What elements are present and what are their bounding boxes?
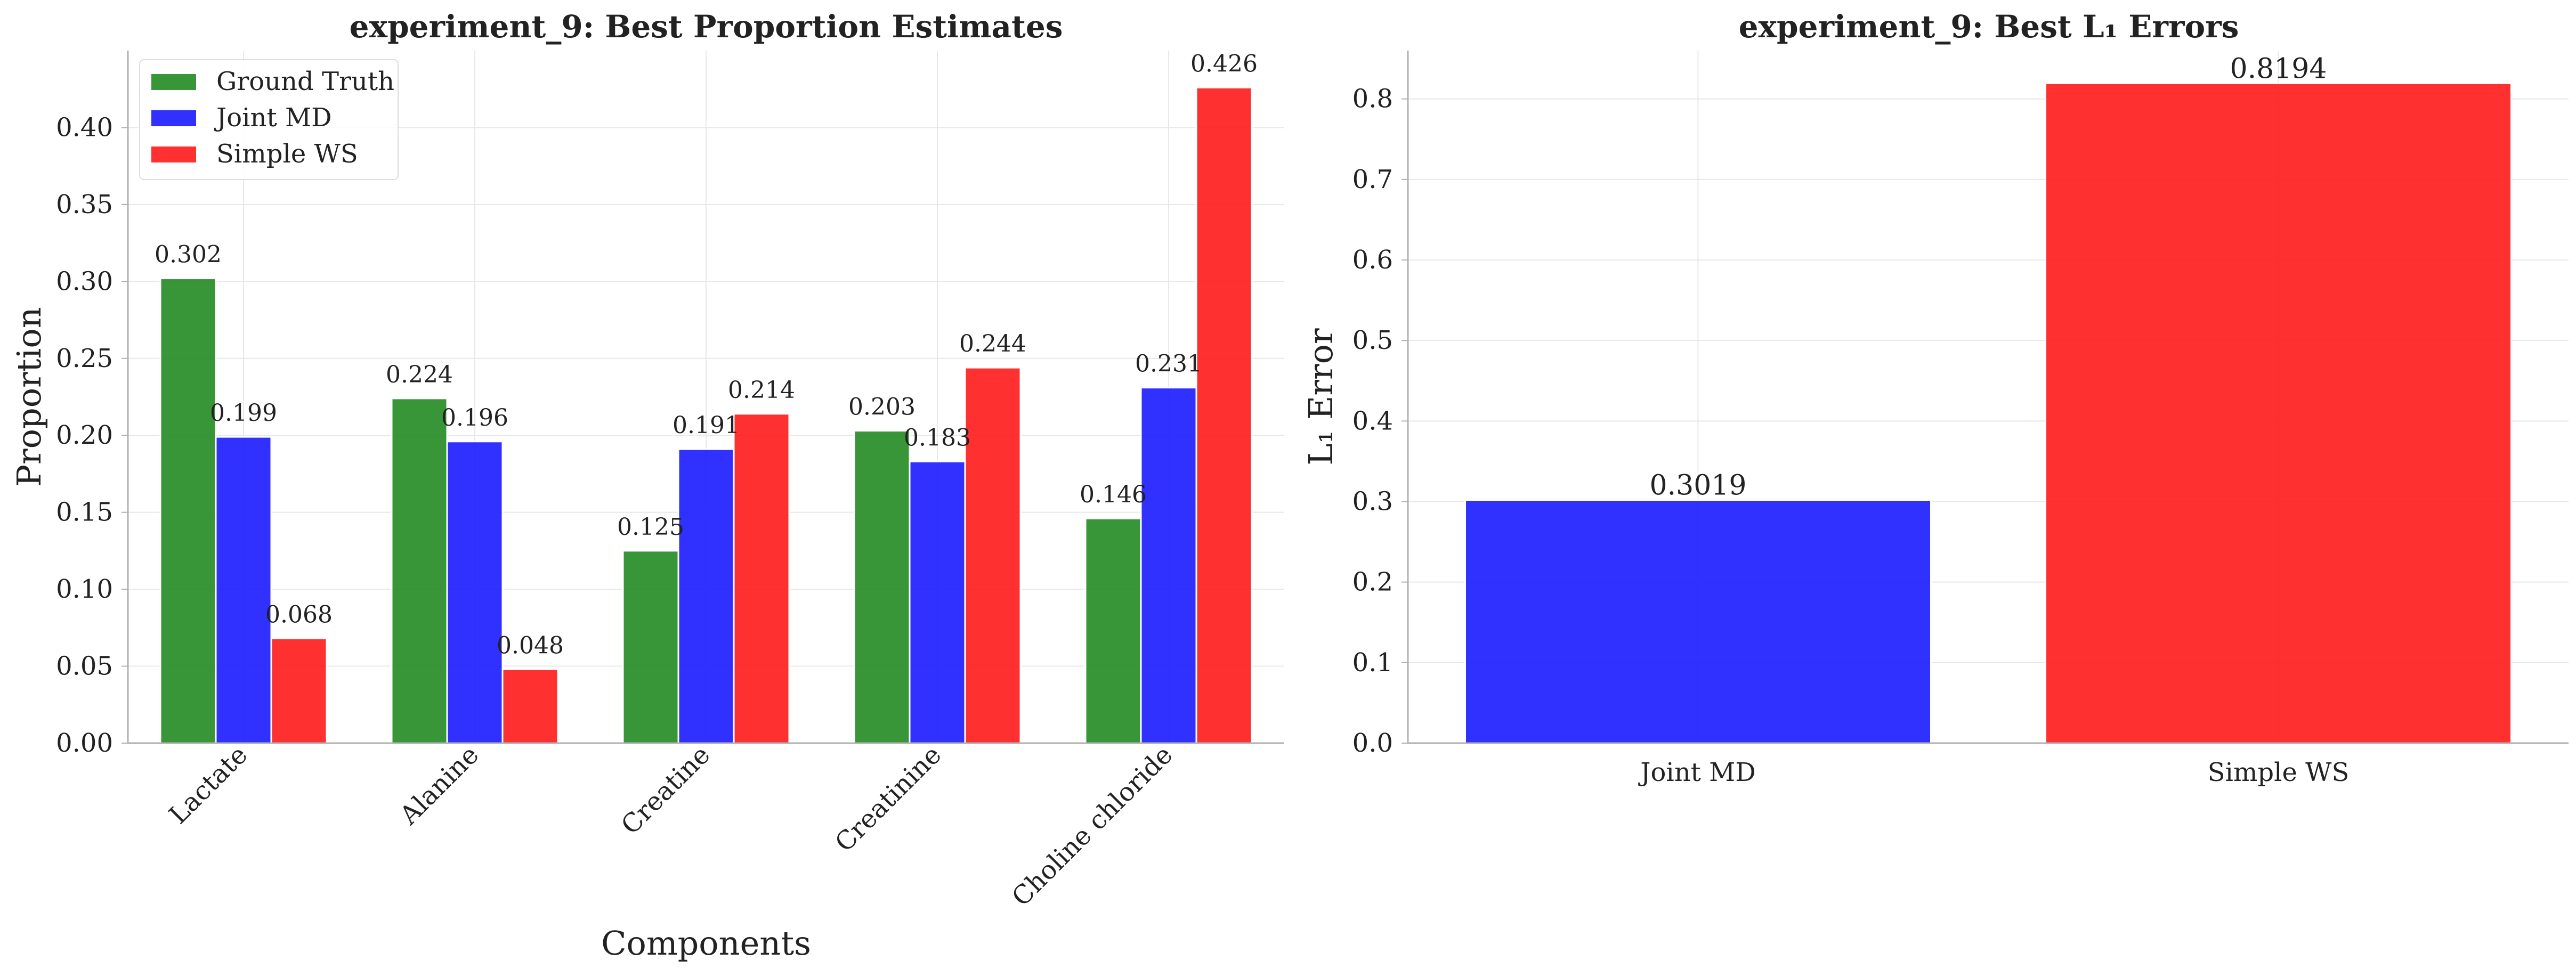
proportion-y-tick-label: 0.00 bbox=[56, 728, 113, 758]
bar-label-simple-ws-alanine: 0.048 bbox=[497, 632, 564, 659]
bar-label-simple-ws-creatinine: 0.244 bbox=[959, 330, 1026, 357]
l1-error-y-tick-label: 0.5 bbox=[1352, 325, 1393, 355]
proportion-y-tick-label: 0.40 bbox=[56, 112, 113, 142]
bar-joint-md-creatinine bbox=[909, 460, 966, 744]
l1-error-y-axis-label: L₁ Error bbox=[1301, 328, 1340, 466]
l1-error-y-ticks: 0.0 0.1 0.2 0.3 0.4 0.5 0.6 0.7 0.8 bbox=[1352, 84, 1408, 758]
proportion-x-axis-label: Components bbox=[601, 924, 811, 963]
l1-error-y-tick-label: 0.8 bbox=[1352, 84, 1393, 114]
bar-label-simple-ws-lactate: 0.068 bbox=[265, 601, 333, 629]
l1-error-y-tick-label: 0.6 bbox=[1352, 245, 1393, 275]
l1-error-x-tick-label-simple-ws: Simple WS bbox=[2208, 758, 2350, 787]
proportion-y-tick-label: 0.35 bbox=[56, 190, 113, 219]
l1-error-y-tick-label: 0.0 bbox=[1352, 728, 1393, 758]
proportion-y-tick-label: 0.10 bbox=[56, 574, 113, 604]
proportion-y-tick-label: 0.30 bbox=[56, 266, 113, 296]
bar-label-ground-truth-choline-chloride: 0.146 bbox=[1080, 481, 1147, 508]
l1-error-bar-label-simple-ws: 0.8194 bbox=[2230, 53, 2327, 85]
l1-error-y-tick-label: 0.4 bbox=[1352, 406, 1393, 436]
bar-label-ground-truth-creatinine: 0.203 bbox=[848, 394, 916, 421]
bar-ground-truth-choline-chloride bbox=[1084, 517, 1142, 744]
legend-swatch-simple-ws bbox=[151, 146, 196, 162]
bar-label-joint-md-lactate: 0.199 bbox=[210, 400, 277, 427]
l1-error-y-tick-label: 0.2 bbox=[1352, 567, 1393, 597]
proportion-bar-labels: 0.302 0.224 0.125 0.203 0.146 0.199 0.196 0.191… bbox=[155, 50, 1258, 659]
l1-error-y-tick-label: 0.3 bbox=[1352, 487, 1393, 517]
proportion-y-ticks: 0.00 0.05 0.10 0.15 0.20 0.25 0.30 0.35 0.40 bbox=[56, 112, 128, 758]
bar-label-simple-ws-choline-chloride: 0.426 bbox=[1190, 50, 1258, 77]
bar-joint-md-creatine bbox=[677, 448, 735, 744]
l1-error-bar-labels: 0.3019 0.8194 bbox=[1650, 53, 2327, 501]
proportion-y-tick-label: 0.15 bbox=[56, 498, 113, 527]
bar-label-joint-md-choline-chloride: 0.231 bbox=[1135, 351, 1202, 378]
l1-error-bar-joint-md bbox=[1464, 499, 1932, 744]
proportion-y-tick-label: 0.05 bbox=[56, 652, 113, 681]
l1-error-y-tick-label: 0.1 bbox=[1352, 648, 1393, 678]
l1-error-x-ticks: Joint MD Simple WS bbox=[1638, 758, 2349, 787]
bar-simple-ws-alanine bbox=[501, 668, 559, 744]
legend-label-simple-ws: Simple WS bbox=[216, 139, 358, 169]
proportion-chart-title: experiment_9: Best Proportion Estimates bbox=[350, 9, 1063, 45]
proportion-y-tick-label: 0.20 bbox=[56, 420, 113, 450]
bar-label-ground-truth-creatine: 0.125 bbox=[617, 514, 684, 541]
l1-error-bars bbox=[1464, 82, 2512, 744]
l1-error-chart: 0.3019 0.8194 0.0 0.1 0.2 0.3 0.4 0.5 0.6 0.7 0.8… bbox=[1301, 9, 2569, 787]
legend-swatch-joint-md bbox=[151, 110, 196, 126]
bar-ground-truth-lactate bbox=[159, 278, 217, 744]
legend-label-joint-md: Joint MD bbox=[214, 103, 332, 133]
bar-label-simple-ws-creatine: 0.214 bbox=[728, 377, 795, 404]
bar-joint-md-choline-chloride bbox=[1140, 387, 1197, 744]
proportion-bars bbox=[159, 86, 1253, 744]
bar-label-joint-md-alanine: 0.196 bbox=[441, 404, 508, 431]
l1-error-bar-label-joint-md: 0.3019 bbox=[1650, 470, 1747, 502]
proportion-y-tick-label: 0.25 bbox=[56, 344, 113, 373]
bar-label-joint-md-creatinine: 0.183 bbox=[904, 424, 971, 451]
bar-ground-truth-creatine bbox=[622, 550, 679, 744]
bar-ground-truth-creatinine bbox=[853, 430, 911, 744]
l1-error-y-tick-label: 0.7 bbox=[1352, 165, 1393, 194]
proportion-y-axis-label: Proportion bbox=[10, 307, 48, 486]
legend-label-ground-truth: Ground Truth bbox=[216, 67, 394, 96]
bar-joint-md-lactate bbox=[215, 436, 272, 744]
bar-joint-md-alanine bbox=[446, 441, 504, 744]
bar-ground-truth-alanine bbox=[391, 397, 448, 744]
l1-error-bar-simple-ws bbox=[2045, 82, 2512, 744]
bar-simple-ws-creatine bbox=[733, 413, 790, 744]
l1-error-x-tick-label-joint-md: Joint MD bbox=[1638, 758, 1756, 787]
bar-label-joint-md-creatine: 0.191 bbox=[673, 412, 740, 439]
l1-error-chart-title: experiment_9: Best L₁ Errors bbox=[1739, 9, 2239, 45]
bar-label-ground-truth-lactate: 0.302 bbox=[155, 241, 222, 268]
proportion-legend: Ground Truth Joint MD Simple WS bbox=[139, 59, 399, 180]
bar-simple-ws-lactate bbox=[270, 638, 328, 744]
legend-box bbox=[139, 59, 399, 180]
legend-swatch-ground-truth bbox=[151, 74, 196, 90]
bar-label-ground-truth-alanine: 0.224 bbox=[386, 361, 453, 388]
bar-simple-ws-choline-chloride bbox=[1195, 86, 1253, 744]
bar-simple-ws-creatinine bbox=[964, 367, 1022, 744]
